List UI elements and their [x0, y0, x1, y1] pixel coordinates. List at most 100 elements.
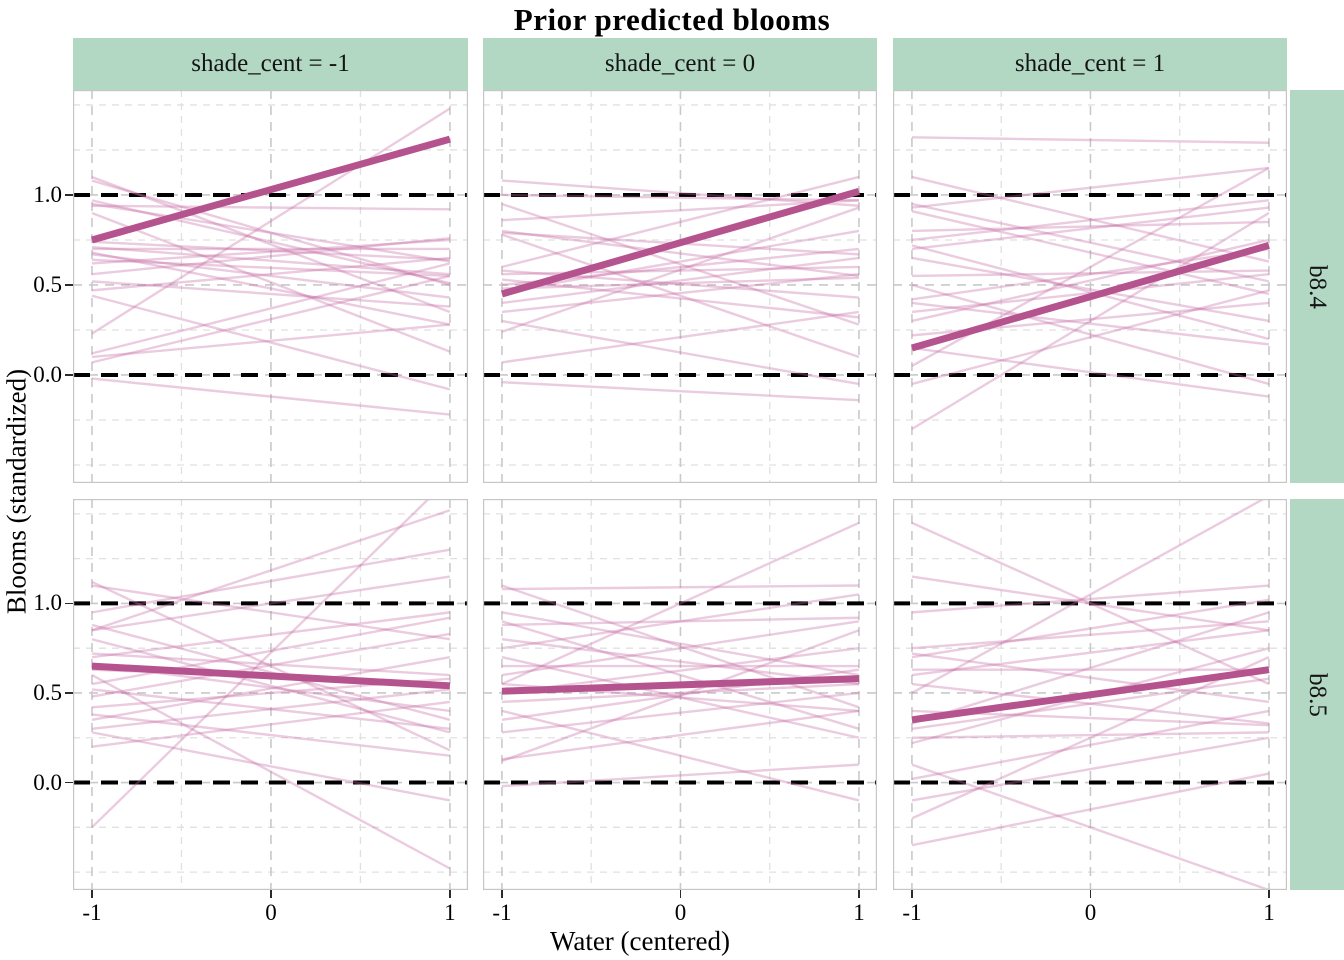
- prior-line: [91, 548, 451, 614]
- prior-line: [91, 638, 451, 734]
- y-tick-mark: [65, 692, 73, 694]
- panel-border: [893, 499, 1287, 890]
- prior-line: [501, 691, 860, 734]
- facet-panel-b8.5--1: [73, 499, 468, 890]
- prior-line: [501, 629, 860, 763]
- prior-line: [911, 677, 1270, 730]
- prior-line: [501, 193, 859, 202]
- prior-line: [911, 269, 1269, 278]
- prior-line: [501, 278, 860, 319]
- prior-line: [501, 202, 860, 326]
- prior-line: [501, 179, 860, 207]
- prior-line: [911, 283, 1270, 386]
- facet-strip-shade-cent-neg1: shade_cent = -1: [73, 38, 468, 90]
- prior-line: [911, 682, 1270, 725]
- prior-line: [501, 638, 860, 686]
- prior-line: [911, 584, 1270, 614]
- prior-line: [911, 166, 1270, 209]
- y-tick-label: 1.0: [33, 181, 62, 207]
- prior-line: [91, 240, 450, 261]
- prior-line: [501, 682, 860, 704]
- x-tick-label: 1: [853, 900, 865, 925]
- prior-line: [501, 199, 860, 222]
- x-tick-label: -1: [492, 900, 512, 925]
- prior-line: [911, 598, 1270, 659]
- facet-panel-b8.5-0: [483, 499, 877, 890]
- x-tick-label: -1: [82, 900, 102, 925]
- mean-line: [500, 187, 860, 298]
- mean-line: [91, 662, 451, 690]
- facet-panel-b8.5-1: [893, 499, 1287, 890]
- facet-strip-shade-cent-0: shade_cent = 0: [483, 38, 877, 90]
- panel-border: [483, 90, 877, 483]
- prior-line: [911, 211, 1270, 431]
- x-tick-label: 0: [674, 900, 687, 925]
- y-axis-title: Blooms (standardized): [1, 368, 32, 615]
- prior-line: [91, 238, 451, 265]
- prior-line: [91, 509, 451, 632]
- prior-line: [911, 652, 1270, 704]
- facet-strip-label: shade_cent = 0: [604, 50, 756, 77]
- prior-line: [91, 175, 451, 314]
- mean-line: [911, 666, 1270, 724]
- x-tick-mark: [911, 890, 913, 898]
- prior-line: [91, 294, 451, 391]
- prior-line: [91, 499, 431, 829]
- prior-line: [911, 620, 1270, 650]
- prior-line: [911, 575, 1270, 632]
- y-tick-label: 1.0: [33, 590, 62, 616]
- prior-line: [501, 229, 860, 278]
- prior-line: [501, 709, 860, 802]
- prior-line: [91, 377, 451, 416]
- facet-strip-label: b8.4: [1304, 264, 1331, 309]
- y-tick-mark: [65, 781, 73, 784]
- prior-line: [91, 236, 451, 276]
- prior-line: [91, 611, 451, 659]
- prior-line: [911, 611, 1270, 725]
- panel-border: [483, 499, 877, 890]
- prior-line: [501, 206, 860, 333]
- facet-strip-label: shade_cent = -1: [191, 50, 350, 77]
- prior-line: [911, 346, 1270, 398]
- panel-border: [73, 90, 468, 483]
- facet-strip-shade-cent-1: shade_cent = 1: [893, 38, 1287, 90]
- x-tick-label: -1: [902, 900, 922, 925]
- x-axis-title: Water (centered): [550, 926, 730, 956]
- x-tick-mark: [449, 890, 451, 898]
- prior-line: [91, 652, 450, 677]
- prior-line: [501, 319, 860, 386]
- prior-line: [501, 593, 860, 650]
- prior-line: [91, 211, 451, 353]
- prior-line: [501, 265, 859, 276]
- x-tick-mark: [1268, 890, 1270, 898]
- x-tick-label: 1: [1263, 900, 1275, 925]
- prior-line: [91, 251, 451, 326]
- x-tick-mark: [270, 890, 272, 898]
- prior-line: [91, 245, 451, 276]
- prior-line: [91, 584, 451, 641]
- prior-line: [911, 736, 1270, 802]
- prior-line: [501, 611, 860, 677]
- prior-line: [911, 238, 1270, 323]
- prior-line: [91, 256, 451, 292]
- prior-line: [91, 107, 451, 335]
- prior-line: [501, 584, 859, 591]
- prior-line: [91, 575, 451, 632]
- facet-strip-b8-4: b8.4: [1290, 90, 1344, 483]
- y-tick-label: 0.0: [33, 769, 62, 795]
- x-tick-mark: [501, 890, 503, 898]
- prior-line: [911, 175, 1270, 263]
- facet-panel-b8.4-0: [483, 90, 877, 483]
- y-tick-label: 0.0: [33, 361, 62, 387]
- prior-line: [911, 656, 1270, 820]
- y-tick-mark: [65, 194, 73, 196]
- prior-line: [911, 247, 1270, 301]
- prior-line: [91, 280, 451, 308]
- prior-line: [911, 202, 1270, 283]
- prior-line: [91, 688, 451, 730]
- y-tick-label: 0.5: [33, 271, 62, 297]
- prior-line: [911, 499, 1266, 695]
- prior-line: [911, 206, 1270, 251]
- y-tick-mark: [65, 284, 73, 286]
- x-tick-label: 0: [265, 900, 277, 925]
